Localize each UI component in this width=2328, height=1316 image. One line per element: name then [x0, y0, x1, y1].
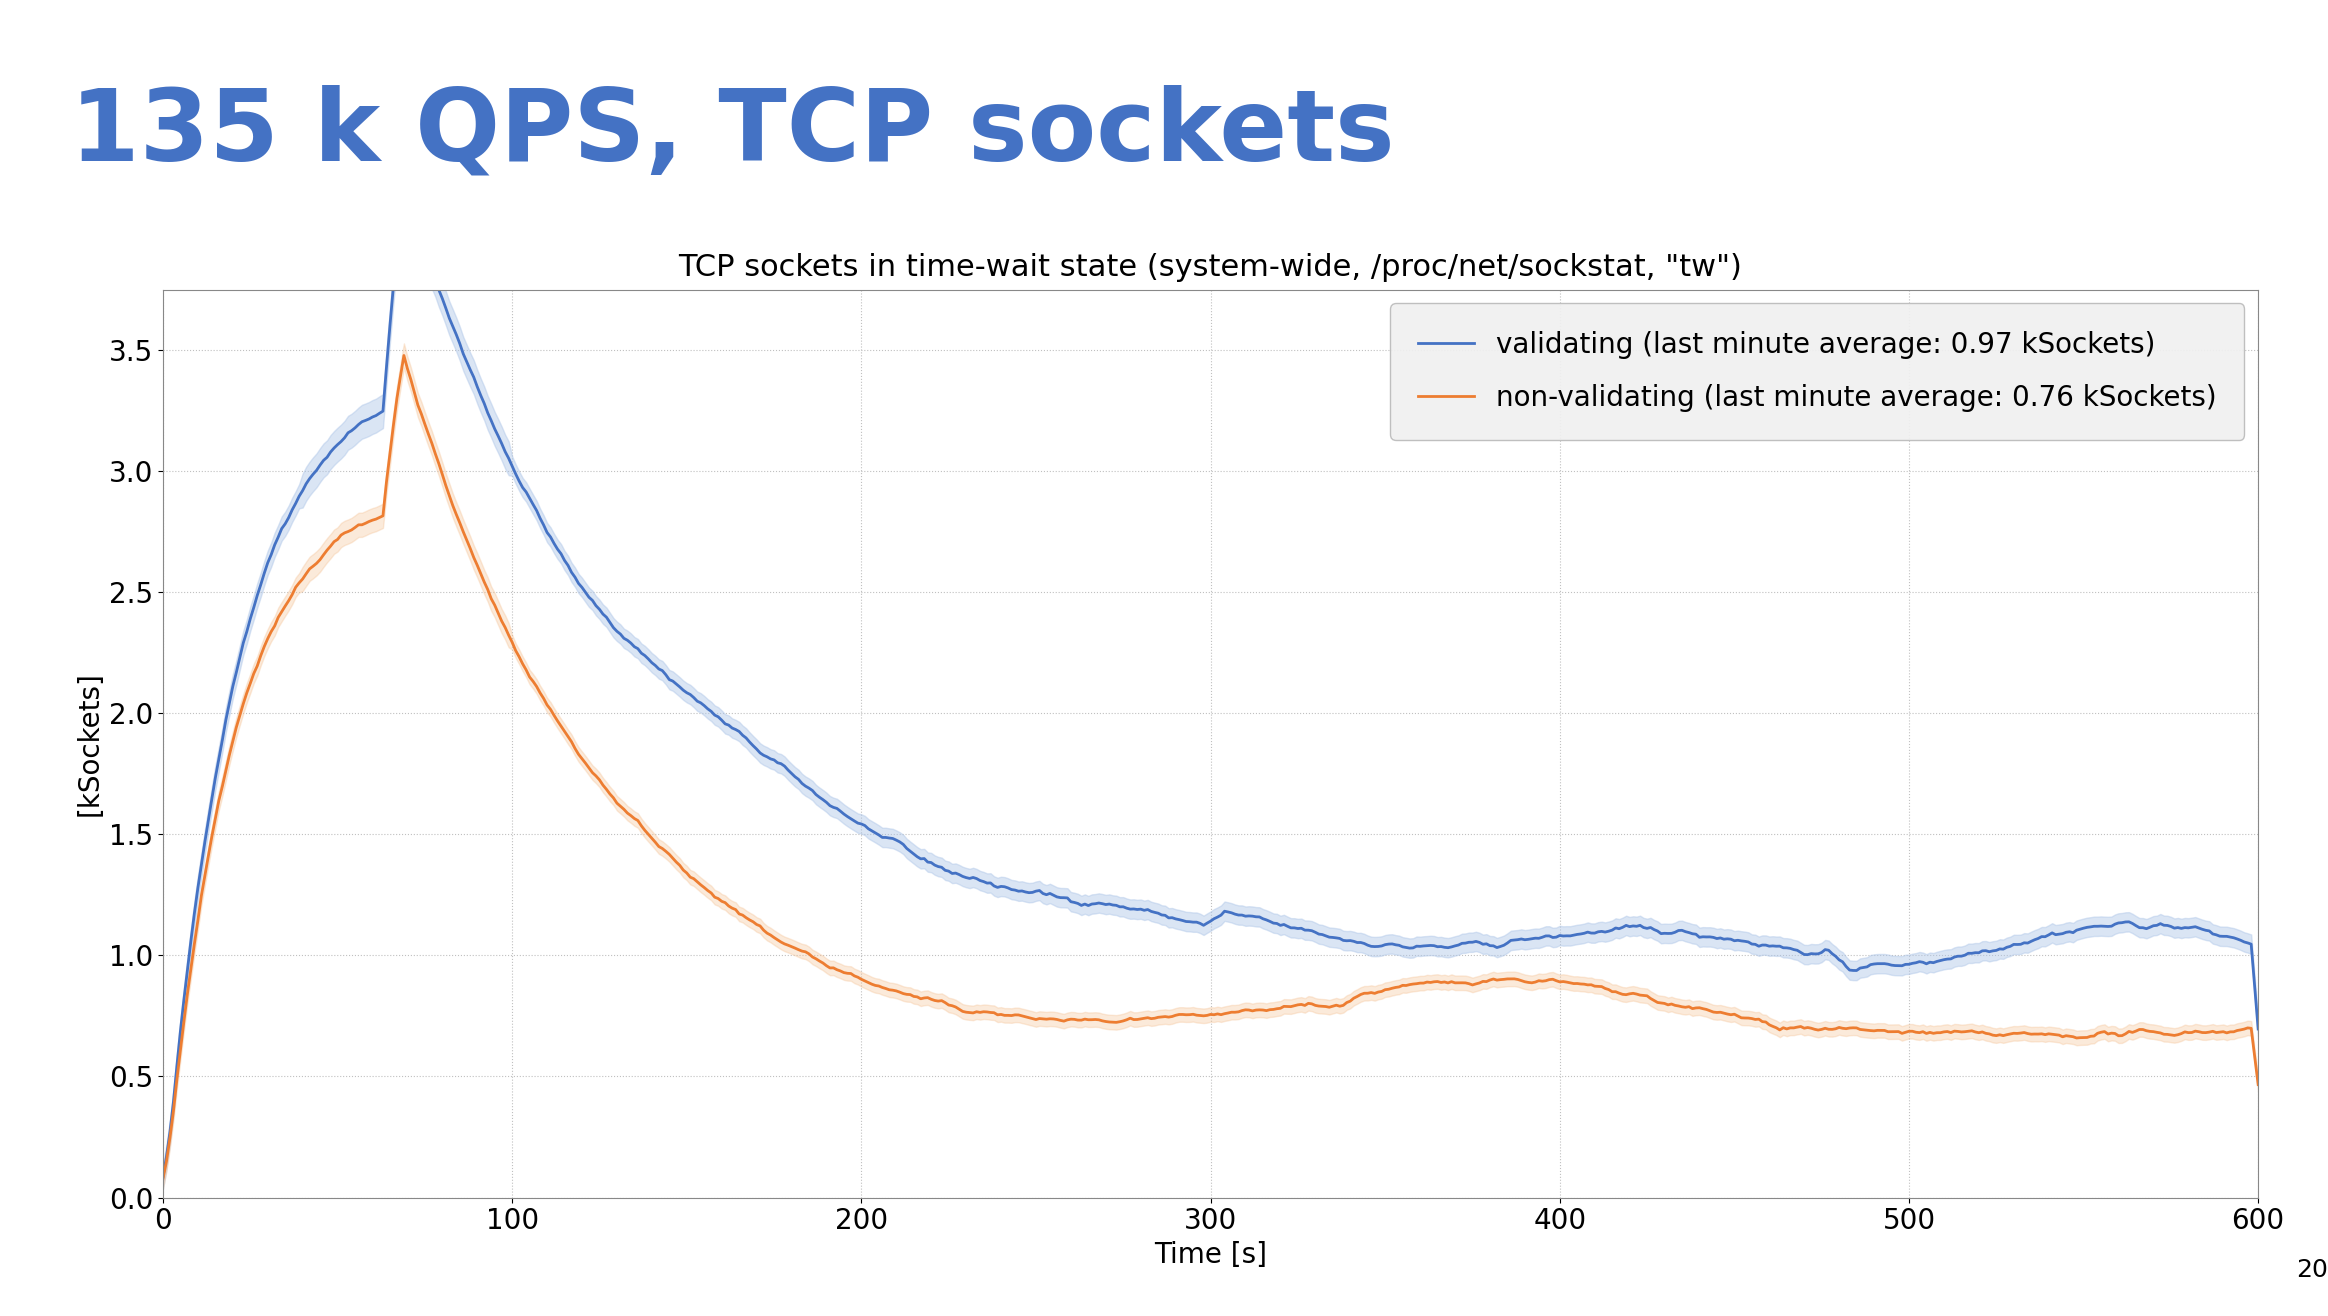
validating (last minute average: 0.97 kSockets): (69, 4.19): 0.97 kSockets): (69, 4.19) — [391, 175, 419, 191]
non-validating (last minute average: 0.76 kSockets): (199, 0.91): 0.76 kSockets): (199, 0.91) — [843, 970, 871, 986]
Title: TCP sockets in time-wait state (system-wide, /proc/net/sockstat, "tw"): TCP sockets in time-wait state (system-w… — [680, 253, 1741, 282]
non-validating (last minute average: 0.76 kSockets): (38, 2.52): 0.76 kSockets): (38, 2.52) — [282, 579, 310, 595]
Y-axis label: [kSockets]: [kSockets] — [74, 671, 102, 816]
Line: non-validating (last minute average: 0.76 kSockets): non-validating (last minute average: 0.7… — [163, 355, 2258, 1179]
non-validating (last minute average: 0.76 kSockets): (600, 0.467): 0.76 kSockets): (600, 0.467) — [2244, 1076, 2272, 1092]
non-validating (last minute average: 0.76 kSockets): (113, 1.97): 0.76 kSockets): (113, 1.97) — [545, 713, 573, 729]
validating (last minute average: 0.97 kSockets): (561, 1.14): 0.97 kSockets): (561, 1.14) — [2107, 915, 2135, 930]
validating (last minute average: 0.97 kSockets): (113, 2.68): 0.97 kSockets): (113, 2.68) — [545, 541, 573, 557]
non-validating (last minute average: 0.76 kSockets): (69, 3.48): 0.76 kSockets): (69, 3.48) — [391, 347, 419, 363]
validating (last minute average: 0.97 kSockets): (199, 1.55): 0.97 kSockets): (199, 1.55) — [843, 815, 871, 830]
validating (last minute average: 0.97 kSockets): (600, 0.696): 0.97 kSockets): (600, 0.696) — [2244, 1021, 2272, 1037]
Line: validating (last minute average: 0.97 kSockets): validating (last minute average: 0.97 kS… — [163, 183, 2258, 1177]
validating (last minute average: 0.97 kSockets): (479, 0.997): 0.97 kSockets): (479, 0.997) — [1820, 949, 1848, 965]
non-validating (last minute average: 0.76 kSockets): (0, 0.0771): 0.76 kSockets): (0, 0.0771) — [149, 1171, 177, 1187]
non-validating (last minute average: 0.76 kSockets): (479, 0.697): 0.76 kSockets): (479, 0.697) — [1820, 1021, 1848, 1037]
non-validating (last minute average: 0.76 kSockets): (582, 0.687): 0.76 kSockets): (582, 0.687) — [2181, 1024, 2209, 1040]
Text: 20: 20 — [2295, 1258, 2328, 1282]
validating (last minute average: 0.97 kSockets): (582, 1.12): 0.97 kSockets): (582, 1.12) — [2181, 919, 2209, 934]
validating (last minute average: 0.97 kSockets): (0, 0.0846): 0.97 kSockets): (0, 0.0846) — [149, 1169, 177, 1184]
Text: 135 k QPS, TCP sockets: 135 k QPS, TCP sockets — [70, 84, 1394, 182]
X-axis label: Time [s]: Time [s] — [1155, 1241, 1266, 1269]
non-validating (last minute average: 0.76 kSockets): (561, 0.669): 0.76 kSockets): (561, 0.669) — [2107, 1028, 2135, 1044]
validating (last minute average: 0.97 kSockets): (38, 2.87): 0.97 kSockets): (38, 2.87) — [282, 496, 310, 512]
Legend: validating (last minute average: 0.97 kSockets), non-validating (last minute ave: validating (last minute average: 0.97 kS… — [1390, 304, 2244, 440]
